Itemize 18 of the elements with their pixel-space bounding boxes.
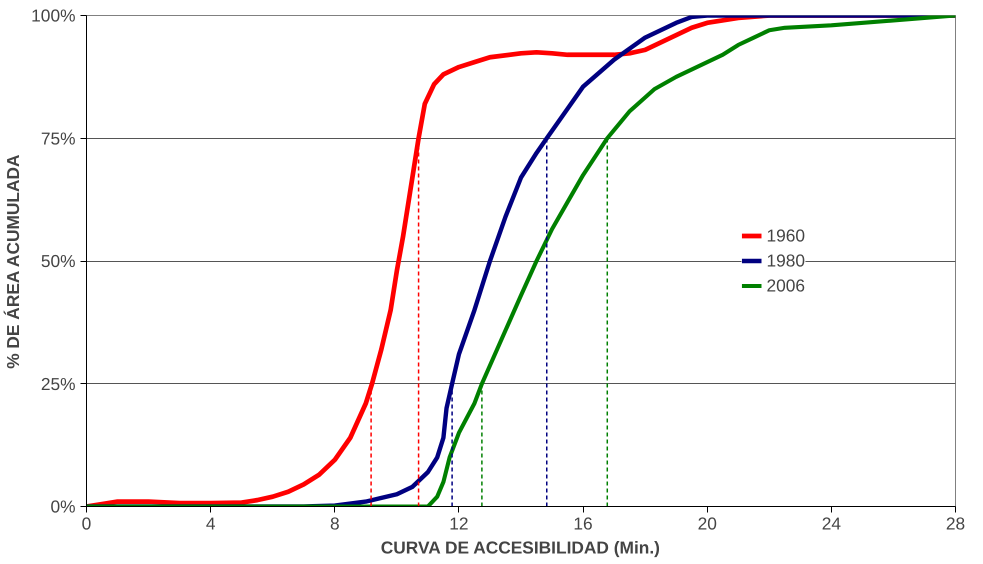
x-tick-label: 28 xyxy=(946,514,966,534)
legend-label: 1980 xyxy=(766,250,805,271)
x-tick-label: 20 xyxy=(698,514,717,534)
y-tick-label: 0% xyxy=(50,496,76,516)
legend-label: 1960 xyxy=(766,225,805,246)
x-axis-title: CURVA DE ACCESIBILIDAD (Min.) xyxy=(380,538,660,558)
y-axis-title: % DE ÁREA ACUMULADA xyxy=(3,154,24,369)
y-tick-label: 50% xyxy=(40,251,76,271)
x-tick-label: 0 xyxy=(82,514,92,534)
y-tick-label: 25% xyxy=(40,374,76,394)
y-tick-label: 75% xyxy=(40,128,76,148)
x-tick-label: 16 xyxy=(573,514,593,534)
x-tick-label: 4 xyxy=(206,514,216,534)
x-tick-label: 12 xyxy=(449,514,469,534)
x-tick-label: 8 xyxy=(330,514,340,534)
x-tick-label: 24 xyxy=(822,514,842,534)
y-tick-label: 100% xyxy=(31,6,76,26)
legend-label: 2006 xyxy=(766,275,805,296)
